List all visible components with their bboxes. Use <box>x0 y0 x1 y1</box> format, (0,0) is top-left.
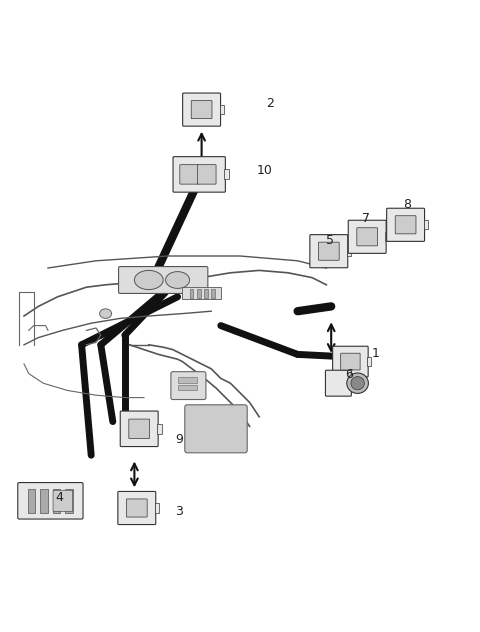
FancyBboxPatch shape <box>395 216 416 234</box>
Text: 6: 6 <box>346 368 353 381</box>
FancyBboxPatch shape <box>119 267 208 293</box>
Text: 4: 4 <box>55 491 63 504</box>
Text: 10: 10 <box>257 164 273 178</box>
Bar <box>224 169 229 179</box>
Bar <box>197 289 201 298</box>
FancyBboxPatch shape <box>171 372 206 399</box>
FancyBboxPatch shape <box>18 483 83 519</box>
FancyBboxPatch shape <box>333 346 368 377</box>
Bar <box>40 489 48 513</box>
Bar <box>53 489 60 513</box>
Ellipse shape <box>351 377 364 390</box>
FancyBboxPatch shape <box>185 405 247 453</box>
Bar <box>178 385 197 391</box>
FancyBboxPatch shape <box>118 492 156 525</box>
FancyBboxPatch shape <box>325 370 351 396</box>
Text: 1: 1 <box>372 347 380 360</box>
Bar <box>178 377 197 383</box>
Bar <box>423 220 428 229</box>
Text: 8: 8 <box>403 198 411 211</box>
Ellipse shape <box>100 309 112 319</box>
Text: 2: 2 <box>266 97 274 110</box>
FancyBboxPatch shape <box>310 234 348 268</box>
Bar <box>211 289 215 298</box>
Text: 3: 3 <box>175 505 183 518</box>
Ellipse shape <box>166 272 190 288</box>
Bar <box>204 289 208 298</box>
FancyBboxPatch shape <box>180 165 198 184</box>
FancyBboxPatch shape <box>53 490 73 511</box>
Bar <box>385 232 390 241</box>
FancyBboxPatch shape <box>173 157 226 192</box>
Bar <box>367 357 371 366</box>
Bar <box>28 489 36 513</box>
FancyBboxPatch shape <box>129 419 150 439</box>
Text: 7: 7 <box>362 212 371 226</box>
Bar <box>347 246 351 256</box>
FancyBboxPatch shape <box>191 100 212 119</box>
Ellipse shape <box>347 373 369 393</box>
FancyBboxPatch shape <box>126 499 147 517</box>
Bar <box>65 489 73 513</box>
Bar <box>157 424 161 434</box>
FancyBboxPatch shape <box>348 220 386 253</box>
Ellipse shape <box>134 270 163 289</box>
FancyBboxPatch shape <box>341 353 360 370</box>
FancyBboxPatch shape <box>120 411 158 447</box>
Bar <box>155 503 159 513</box>
Text: 9: 9 <box>175 433 183 446</box>
FancyBboxPatch shape <box>318 242 339 260</box>
FancyBboxPatch shape <box>182 93 221 126</box>
Bar <box>190 289 193 298</box>
FancyBboxPatch shape <box>387 208 424 241</box>
FancyBboxPatch shape <box>197 165 216 184</box>
FancyBboxPatch shape <box>357 228 378 246</box>
Bar <box>219 105 224 114</box>
Text: 5: 5 <box>326 234 335 247</box>
Bar <box>182 287 221 299</box>
